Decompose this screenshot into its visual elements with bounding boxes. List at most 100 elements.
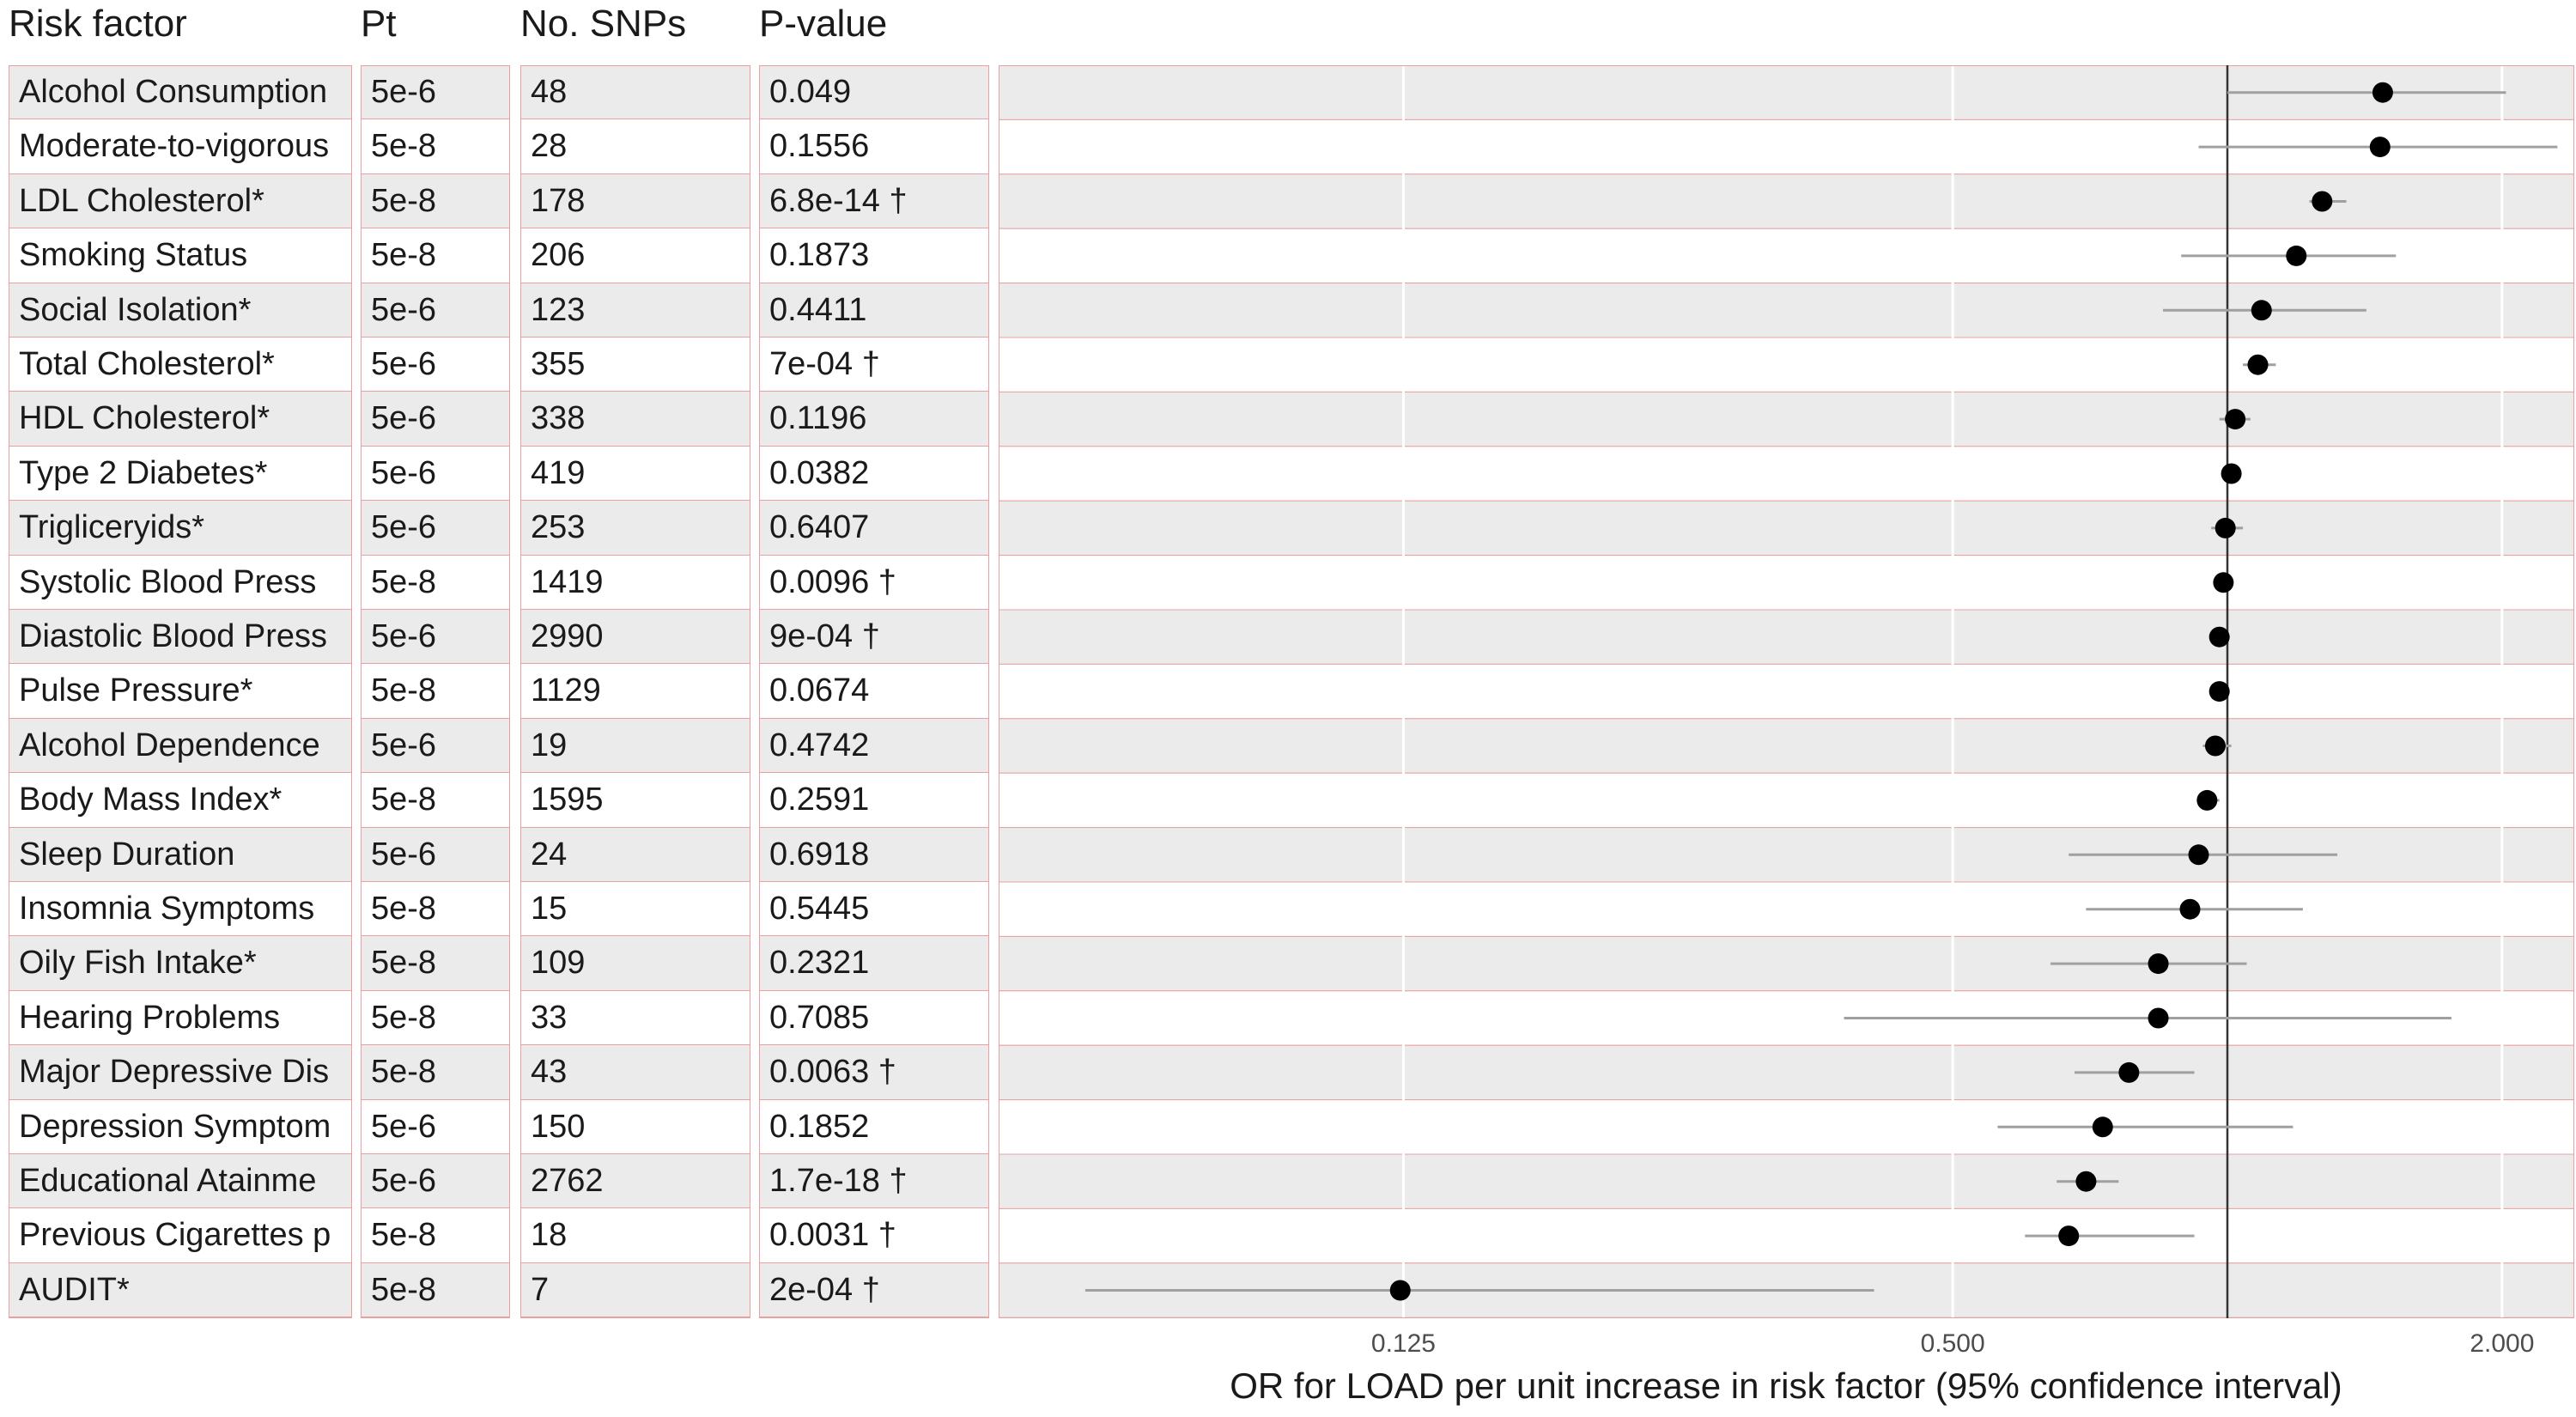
row-pt-12: 5e-6 xyxy=(361,718,510,774)
row-pvalue-22: 2e-04 † xyxy=(759,1262,989,1318)
row-pvalue-6: 0.1196 xyxy=(759,392,989,447)
row-snps-17: 33 xyxy=(520,990,750,1046)
estimate-point-15 xyxy=(2179,898,2201,920)
plot-row-band-10 xyxy=(999,609,2574,665)
row-snps-10: 2990 xyxy=(520,610,750,665)
row-pvalue-16: 0.2321 xyxy=(759,936,989,991)
pvalue-column: 0.049 0.1556 6.8e-14 † 0.1873 0.4411 7e-04 † 0… xyxy=(759,65,989,1318)
row-name-9: Systolic Blood Press xyxy=(9,555,352,610)
row-name-15: Insomnia Symptoms xyxy=(9,882,352,937)
row-snps-2: 178 xyxy=(520,173,750,229)
estimate-point-8 xyxy=(2215,517,2236,538)
estimate-point-10 xyxy=(2208,626,2230,648)
row-snps-15: 15 xyxy=(520,882,750,937)
estimate-point-9 xyxy=(2213,572,2234,593)
row-pvalue-0: 0.049 xyxy=(759,65,989,120)
row-snps-13: 1595 xyxy=(520,773,750,828)
row-name-4: Social Isolation* xyxy=(9,283,352,338)
pt-column: 5e-6 5e-8 5e-8 5e-8 5e-6 5e-6 5e-6 5e-6 5e-6 5e-8… xyxy=(361,65,510,1318)
row-snps-7: 419 xyxy=(520,446,750,502)
row-snps-18: 43 xyxy=(520,1045,750,1100)
row-name-10: Diastolic Blood Press xyxy=(9,610,352,665)
estimate-point-11 xyxy=(2208,681,2230,702)
row-pvalue-3: 0.1873 xyxy=(759,228,989,283)
row-name-8: Trigliceryids* xyxy=(9,501,352,556)
row-pt-0: 5e-6 xyxy=(361,65,510,120)
row-pt-20: 5e-6 xyxy=(361,1154,510,1209)
row-pvalue-2: 6.8e-14 † xyxy=(759,173,989,229)
row-name-20: Educational Atainme xyxy=(9,1154,352,1209)
row-snps-12: 19 xyxy=(520,718,750,774)
row-pvalue-5: 7e-04 † xyxy=(759,338,989,392)
plot-row-band-13 xyxy=(999,772,2574,829)
plot-row-band-14 xyxy=(999,827,2574,883)
estimate-point-6 xyxy=(2225,409,2246,430)
estimate-point-0 xyxy=(2372,82,2393,103)
header-pvalue: P-value xyxy=(759,3,888,45)
row-snps-3: 206 xyxy=(520,228,750,283)
row-name-6: HDL Cholesterol* xyxy=(9,392,352,447)
row-name-7: Type 2 Diabetes* xyxy=(9,446,352,502)
estimate-point-19 xyxy=(2092,1116,2113,1138)
plot-border xyxy=(999,65,2574,1318)
row-pt-10: 5e-6 xyxy=(361,610,510,665)
estimate-point-20 xyxy=(2075,1171,2097,1192)
estimate-point-3 xyxy=(2286,245,2307,266)
row-snps-9: 1419 xyxy=(520,555,750,610)
row-pt-15: 5e-8 xyxy=(361,882,510,937)
row-pt-21: 5e-8 xyxy=(361,1208,510,1263)
row-pt-3: 5e-8 xyxy=(361,228,510,283)
row-pvalue-12: 0.4742 xyxy=(759,718,989,774)
row-pt-11: 5e-8 xyxy=(361,664,510,719)
row-snps-5: 355 xyxy=(520,338,750,392)
row-pt-9: 5e-8 xyxy=(361,555,510,610)
row-name-1: Moderate-to-vigorous xyxy=(9,119,352,174)
row-pvalue-18: 0.0063 † xyxy=(759,1045,989,1100)
x-tick-label-1: 0.500 xyxy=(1920,1329,1985,1358)
header-risk-factor: Risk factor xyxy=(9,3,187,45)
row-pt-2: 5e-8 xyxy=(361,173,510,229)
header-pt: Pt xyxy=(361,3,397,45)
row-name-17: Hearing Problems xyxy=(9,990,352,1046)
row-name-12: Alcohol Dependence xyxy=(9,718,352,774)
plot-row-band-19 xyxy=(999,1099,2574,1155)
plot-row-band-8 xyxy=(999,500,2574,556)
row-pvalue-1: 0.1556 xyxy=(759,119,989,174)
row-snps-21: 18 xyxy=(520,1208,750,1263)
estimate-point-2 xyxy=(2312,191,2333,212)
row-pvalue-14: 0.6918 xyxy=(759,827,989,882)
row-name-13: Body Mass Index* xyxy=(9,773,352,828)
row-name-14: Sleep Duration xyxy=(9,827,352,882)
row-snps-8: 253 xyxy=(520,501,750,556)
plot-row-band-6 xyxy=(999,391,2574,447)
estimate-point-22 xyxy=(1389,1280,1411,1301)
row-name-0: Alcohol Consumption xyxy=(9,65,352,120)
row-pt-8: 5e-6 xyxy=(361,501,510,556)
estimate-point-5 xyxy=(2247,354,2269,375)
row-name-16: Oily Fish Intake* xyxy=(9,936,352,991)
row-name-2: LDL Cholesterol* xyxy=(9,173,352,229)
row-pvalue-21: 0.0031 † xyxy=(759,1208,989,1263)
row-pvalue-9: 0.0096 † xyxy=(759,555,989,610)
plot-row-band-11 xyxy=(999,663,2574,720)
estimate-point-13 xyxy=(2196,789,2218,811)
row-pt-17: 5e-8 xyxy=(361,990,510,1046)
row-snps-6: 338 xyxy=(520,392,750,447)
x-tick-label-0: 0.125 xyxy=(1370,1329,1436,1358)
snps-column: 48 28 178 206 123 355 338 419 253 1419 2990 1129 19 1… xyxy=(520,65,750,1318)
row-name-5: Total Cholesterol* xyxy=(9,338,352,392)
row-snps-20: 2762 xyxy=(520,1154,750,1209)
row-snps-14: 24 xyxy=(520,827,750,882)
row-pvalue-8: 0.6407 xyxy=(759,501,989,556)
row-pt-5: 5e-6 xyxy=(361,338,510,392)
row-pvalue-7: 0.0382 xyxy=(759,446,989,502)
row-pvalue-4: 0.4411 xyxy=(759,283,989,338)
row-name-11: Pulse Pressure* xyxy=(9,664,352,719)
plot-row-band-7 xyxy=(999,446,2574,502)
row-pvalue-10: 9e-04 † xyxy=(759,610,989,665)
risk-factor-column: Alcohol Consumption Moderate-to-vigorous L… xyxy=(9,65,352,1318)
row-snps-1: 28 xyxy=(520,119,750,174)
row-pvalue-17: 0.7085 xyxy=(759,990,989,1046)
row-pvalue-19: 0.1852 xyxy=(759,1099,989,1154)
row-pvalue-15: 0.5445 xyxy=(759,882,989,937)
